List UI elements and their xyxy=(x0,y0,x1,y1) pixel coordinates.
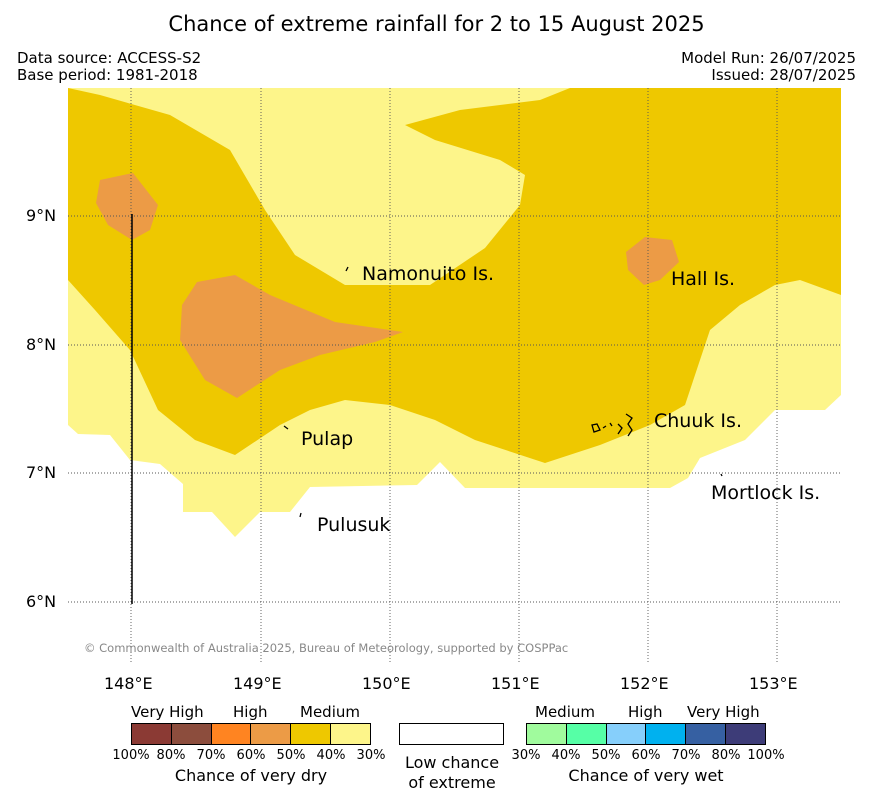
legend-dry-very-high: Very High xyxy=(131,703,204,721)
copyright-notice: © Commonwealth of Australia 2025, Bureau… xyxy=(84,641,569,655)
legend-wet-high: High xyxy=(628,703,663,721)
legend-dry-high: High xyxy=(233,703,268,721)
wet-tick-40: 40% xyxy=(551,748,581,763)
dry-tick-60: 60% xyxy=(236,748,266,763)
lat-label-8n: 8°N xyxy=(26,335,57,354)
dry-tick-50: 50% xyxy=(276,748,306,763)
place-mortlock: Mortlock Is. xyxy=(711,482,821,504)
lat-label-6n: 6°N xyxy=(26,592,57,611)
lon-label-148e: 148°E xyxy=(104,674,153,693)
dry-tick-100: 100% xyxy=(112,748,150,763)
dry-tick-80: 80% xyxy=(156,748,186,763)
dry-tick-30: 30% xyxy=(356,748,386,763)
map-layers xyxy=(68,88,841,664)
meta-right: Model Run: 26/07/2025 Issued: 28/07/2025 xyxy=(681,50,856,84)
place-pulusuk: Pulusuk xyxy=(317,514,391,536)
swatch-dry-40-30 xyxy=(331,724,370,744)
map-title: Chance of extreme rainfall for 2 to 15 A… xyxy=(168,12,705,36)
wet-tick-80: 80% xyxy=(711,748,741,763)
legend-dry-medium: Medium xyxy=(300,703,360,721)
base-period: Base period: 1981-2018 xyxy=(17,66,198,84)
wet-tick-100: 100% xyxy=(747,748,785,763)
legend-neutral-caption-line1: Low chance xyxy=(404,753,500,772)
namonuito-island-mark xyxy=(345,266,349,272)
place-hall: Hall Is. xyxy=(671,268,736,290)
graticule xyxy=(68,88,841,664)
legend-dry-colorbar xyxy=(131,723,371,745)
lon-label-151e: 151°E xyxy=(491,674,540,693)
swatch-wet-50-60 xyxy=(606,724,647,744)
swatch-dry-80-70 xyxy=(171,724,212,744)
legend-wet-colorbar xyxy=(526,723,766,745)
legend-wet-caption: Chance of very wet xyxy=(568,766,724,785)
lon-label-152e: 152°E xyxy=(620,674,669,693)
wet-tick-70: 70% xyxy=(671,748,701,763)
pulap-island-mark xyxy=(283,425,289,430)
swatch-wet-80-100 xyxy=(726,724,765,744)
mortlock-island-mark xyxy=(720,473,723,477)
wet-tick-30: 30% xyxy=(511,748,541,763)
swatch-dry-60-50 xyxy=(251,724,292,744)
islands xyxy=(283,266,723,518)
lon-label-149e: 149°E xyxy=(233,674,282,693)
zone-50-60-dry-central xyxy=(180,275,403,398)
lat-label-7n: 7°N xyxy=(26,463,57,482)
swatch-dry-70-60 xyxy=(211,724,252,744)
swatch-wet-40-50 xyxy=(566,724,607,744)
legend-wet-medium: Medium xyxy=(535,703,595,721)
dry-tick-40: 40% xyxy=(316,748,346,763)
issued-date: Issued: 28/07/2025 xyxy=(711,66,856,84)
swatch-wet-60-70 xyxy=(646,724,687,744)
swatch-wet-30-40 xyxy=(527,724,567,744)
zone-50-60-dry-east xyxy=(626,237,679,285)
meta-left: Data source: ACCESS-S2 Base period: 1981… xyxy=(17,50,201,84)
place-namonuito: Namonuito Is. xyxy=(362,263,495,285)
legend-neutral-caption-line2: of extreme xyxy=(408,773,496,792)
zone-50-60-dry-west xyxy=(96,173,158,240)
swatch-dry-100-80 xyxy=(132,724,172,744)
lon-label-150e: 150°E xyxy=(362,674,411,693)
place-pulap: Pulap xyxy=(301,428,354,450)
lat-label-9n: 9°N xyxy=(26,206,57,225)
legend-wet-very-high: Very High xyxy=(687,703,760,721)
chuuk-island-group xyxy=(591,413,633,437)
legend-dry-caption: Chance of very dry xyxy=(174,766,328,785)
pulusuk-island-mark xyxy=(299,512,302,518)
lon-label-153e: 153°E xyxy=(749,674,798,693)
wet-tick-60: 60% xyxy=(631,748,661,763)
wet-tick-50: 50% xyxy=(591,748,621,763)
swatch-dry-50-40 xyxy=(291,724,332,744)
swatch-wet-70-80 xyxy=(686,724,727,744)
place-chuuk: Chuuk Is. xyxy=(654,410,742,432)
dry-tick-70: 70% xyxy=(196,748,226,763)
model-run: Model Run: 26/07/2025 xyxy=(681,49,856,67)
data-source: Data source: ACCESS-S2 xyxy=(17,49,202,67)
legend-neutral-box xyxy=(399,723,504,745)
